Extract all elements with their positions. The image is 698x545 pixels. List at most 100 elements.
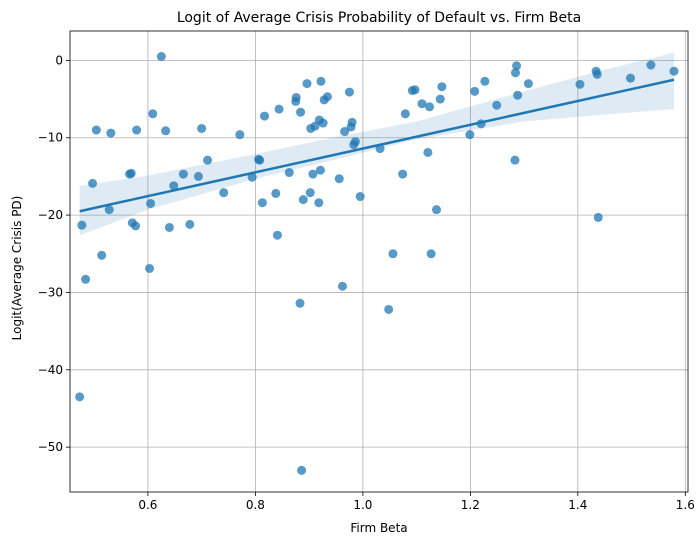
data-point (302, 79, 312, 89)
data-point (104, 205, 114, 215)
data-point (185, 219, 195, 229)
data-point (132, 125, 142, 135)
data-point (316, 76, 326, 86)
data-point (295, 298, 305, 308)
y-tick-label: −10 (38, 131, 63, 145)
regression-line (79, 78, 675, 213)
data-point (344, 87, 354, 97)
data-point (435, 94, 445, 104)
data-point (260, 111, 270, 121)
data-point (298, 195, 308, 205)
data-point (148, 109, 158, 119)
chart-title: Logit of Average Crisis Probability of D… (177, 10, 581, 26)
data-point (523, 79, 533, 89)
data-point (337, 281, 347, 291)
data-point (203, 155, 213, 165)
data-point (271, 188, 281, 198)
data-point (257, 198, 267, 208)
data-point (106, 128, 116, 138)
data-point (77, 220, 87, 230)
confidence-band-layer (79, 52, 675, 236)
data-point (308, 169, 318, 179)
data-point (88, 178, 98, 188)
plot-frame (69, 30, 689, 493)
data-point (235, 130, 245, 140)
data-point (426, 249, 436, 259)
data-point (347, 117, 357, 127)
data-point (219, 188, 229, 198)
data-point (145, 263, 155, 273)
data-point (510, 155, 520, 165)
data-point (423, 147, 433, 157)
data-point (164, 222, 174, 232)
data-point (91, 125, 101, 135)
data-point (410, 85, 420, 95)
data-point (388, 249, 398, 259)
data-point (513, 90, 523, 100)
data-point (480, 76, 490, 86)
data-point (272, 230, 282, 240)
data-point (305, 188, 315, 198)
data-point (437, 82, 447, 92)
y-tick-label: −20 (38, 208, 63, 222)
x-tick-label: 1.4 (568, 498, 587, 512)
y-axis-ticks: 0 −10 −20 −30 −40 −50 (38, 53, 70, 454)
data-point (315, 165, 325, 175)
x-tick-label: 0.8 (246, 498, 265, 512)
data-point (146, 198, 156, 208)
data-point (197, 123, 207, 133)
y-tick-label: −50 (38, 440, 63, 454)
data-point (669, 66, 679, 76)
data-point (512, 61, 522, 71)
data-point (247, 172, 257, 182)
data-point (318, 118, 328, 128)
y-tick-label: −40 (38, 363, 63, 377)
data-point (340, 127, 350, 137)
data-point (465, 130, 475, 140)
data-point (161, 126, 171, 136)
points-layer (75, 52, 679, 475)
data-point (625, 73, 635, 83)
data-point (126, 168, 136, 178)
data-point (646, 60, 656, 70)
x-tick-label: 1.0 (353, 498, 372, 512)
data-point (334, 174, 344, 184)
x-tick-label: 1.6 (676, 498, 695, 512)
data-point (169, 181, 179, 191)
data-point (291, 93, 301, 103)
data-point (284, 168, 294, 178)
data-point (593, 212, 603, 222)
data-point (575, 79, 585, 89)
data-point (178, 169, 188, 179)
data-point (384, 304, 394, 314)
data-point (398, 169, 408, 179)
data-point (350, 137, 360, 147)
data-point (322, 92, 332, 102)
data-point (355, 192, 365, 202)
data-point (432, 205, 442, 215)
data-point (131, 221, 141, 231)
y-tick-label: −30 (38, 285, 63, 299)
data-point (193, 171, 203, 181)
x-axis-label: Firm Beta (350, 521, 407, 535)
data-point (81, 274, 91, 284)
data-point (296, 107, 306, 117)
data-point (274, 104, 284, 114)
data-point (97, 250, 107, 260)
x-tick-label: 0.6 (138, 498, 157, 512)
regression-line-layer (79, 78, 675, 213)
confidence-band (79, 52, 675, 236)
data-point (510, 68, 520, 78)
data-point (314, 198, 324, 208)
data-point (297, 465, 307, 475)
data-point (425, 102, 435, 112)
grid (70, 31, 688, 492)
x-axis-ticks: 0.6 0.8 1.0 1.2 1.4 1.6 (138, 492, 695, 512)
y-tick-label: 0 (55, 53, 63, 67)
data-point (255, 155, 265, 165)
data-point (417, 99, 427, 109)
data-point (592, 69, 602, 79)
data-point (492, 100, 502, 110)
data-point (400, 109, 410, 119)
